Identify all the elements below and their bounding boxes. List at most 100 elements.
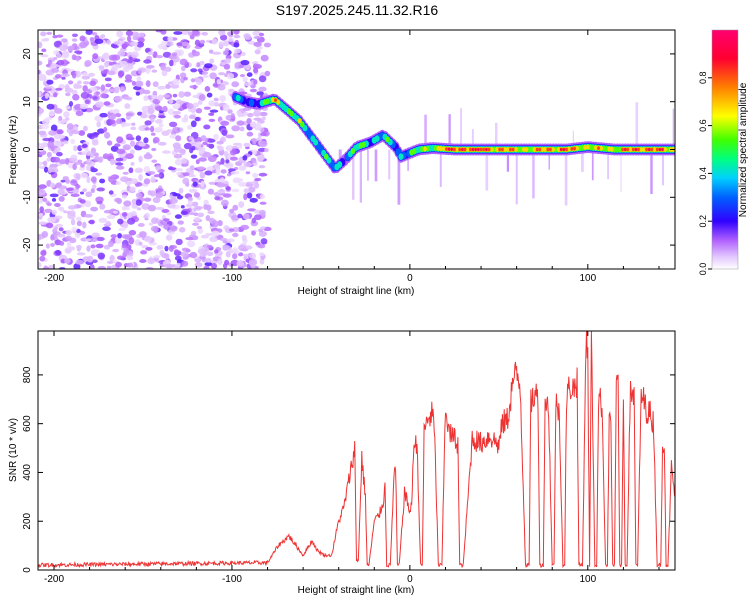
noise-blob bbox=[155, 188, 164, 193]
streak bbox=[572, 130, 574, 150]
ridge-core bbox=[560, 148, 563, 151]
noise-blob bbox=[72, 163, 77, 170]
noise-blob bbox=[188, 188, 198, 193]
ridge-core bbox=[503, 147, 507, 152]
ridge-core bbox=[610, 146, 614, 152]
colorbar-label: Normalized spectral amplitude bbox=[738, 82, 749, 217]
noise-blob bbox=[215, 168, 221, 176]
noise-blob bbox=[53, 92, 58, 98]
noise-blob bbox=[77, 80, 82, 85]
noise-blob bbox=[216, 79, 221, 85]
noise-blob bbox=[55, 182, 61, 189]
noise-blob bbox=[122, 171, 129, 175]
noise-blob bbox=[238, 143, 243, 149]
noise-blob bbox=[91, 132, 100, 136]
noise-blob bbox=[117, 218, 124, 225]
noise-blob bbox=[62, 176, 69, 181]
noise-blob bbox=[225, 186, 231, 191]
noise-blob bbox=[188, 114, 197, 120]
noise-blob bbox=[90, 176, 97, 183]
noise-blob bbox=[87, 133, 93, 138]
noise-blob bbox=[228, 88, 235, 93]
noise-blob bbox=[70, 218, 76, 226]
noise-blob bbox=[209, 49, 214, 54]
noise-blob bbox=[116, 30, 124, 38]
noise-blob bbox=[183, 114, 188, 121]
noise-blob bbox=[261, 116, 266, 121]
noise-blob bbox=[56, 53, 62, 58]
noise-blob bbox=[183, 76, 188, 81]
noise-blob bbox=[245, 183, 254, 188]
noise-blob bbox=[46, 202, 52, 207]
noise-blob bbox=[91, 139, 99, 146]
noise-blob bbox=[44, 85, 53, 89]
ridge-core bbox=[650, 147, 654, 152]
noise-blob bbox=[217, 145, 224, 151]
noise-blob bbox=[138, 32, 145, 37]
streak bbox=[388, 149, 391, 180]
noise-blob bbox=[192, 94, 199, 99]
noise-blob bbox=[206, 143, 212, 148]
noise-blob bbox=[46, 222, 54, 229]
ridge-core bbox=[450, 147, 453, 151]
noise-blob bbox=[108, 190, 114, 195]
noise-blob bbox=[206, 166, 215, 171]
noise-blob bbox=[57, 188, 65, 196]
noise-blob bbox=[50, 234, 55, 241]
noise-blob bbox=[214, 195, 221, 201]
noise-blob bbox=[38, 262, 42, 268]
noise-blob bbox=[68, 101, 74, 107]
noise-blob bbox=[164, 245, 169, 252]
noise-blob bbox=[242, 155, 248, 161]
noise-blob bbox=[53, 231, 61, 236]
noise-blob bbox=[60, 179, 66, 183]
ridge-core bbox=[324, 153, 329, 160]
ridge-core bbox=[439, 146, 443, 152]
noise-blob bbox=[147, 107, 155, 115]
noise-blob bbox=[240, 51, 246, 57]
streak bbox=[495, 122, 498, 150]
noise-blob bbox=[138, 174, 143, 181]
noise-blob bbox=[49, 163, 58, 169]
ridge-core bbox=[425, 145, 430, 152]
noise-blob bbox=[167, 203, 176, 209]
noise-blob bbox=[125, 153, 134, 160]
noise-blob bbox=[143, 153, 153, 160]
ridge-core bbox=[271, 97, 275, 103]
noise-blob bbox=[125, 205, 130, 211]
noise-blob bbox=[41, 231, 49, 238]
noise-blob bbox=[260, 238, 268, 245]
noise-blob bbox=[243, 193, 248, 201]
noise-blob bbox=[167, 108, 175, 115]
noise-blob bbox=[46, 103, 55, 110]
noise-blob bbox=[227, 37, 235, 42]
noise-blob bbox=[55, 249, 61, 256]
noise-blob bbox=[258, 209, 266, 216]
noise-blob bbox=[105, 220, 111, 226]
noise-blob bbox=[202, 71, 208, 75]
noise-blob bbox=[203, 265, 210, 269]
noise-blob bbox=[97, 266, 106, 269]
noise-blob bbox=[101, 73, 107, 77]
ridge-core bbox=[398, 153, 404, 160]
noise-blob bbox=[92, 184, 97, 189]
noise-blob bbox=[151, 217, 159, 224]
noise-blob bbox=[222, 104, 230, 112]
noise-blob bbox=[174, 159, 183, 166]
noise-blob bbox=[155, 191, 164, 199]
noise-blob bbox=[100, 93, 107, 99]
noise-blob bbox=[193, 217, 201, 222]
ridge-core bbox=[498, 147, 502, 152]
noise-blob bbox=[112, 248, 119, 253]
noise-blob bbox=[222, 263, 228, 269]
noise-blob bbox=[42, 197, 48, 202]
noise-blob bbox=[53, 226, 59, 230]
ridge-core bbox=[501, 147, 504, 152]
noise-blob bbox=[178, 187, 184, 194]
noise-blob bbox=[85, 107, 94, 113]
noise-blob bbox=[242, 213, 250, 220]
noise-blob bbox=[62, 118, 68, 124]
noise-blob bbox=[233, 34, 241, 39]
noise-blob bbox=[46, 151, 52, 158]
